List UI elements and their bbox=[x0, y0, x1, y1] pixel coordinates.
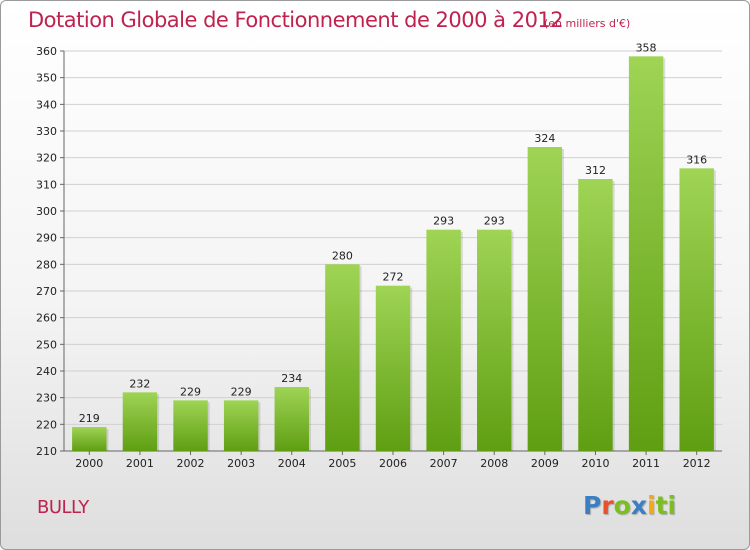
x-tick-label: 2011 bbox=[632, 457, 660, 470]
logo-letter: o bbox=[613, 491, 631, 520]
x-tick-label: 2007 bbox=[430, 457, 458, 470]
bar-value-label: 219 bbox=[79, 412, 100, 425]
bar bbox=[426, 229, 461, 451]
x-tick-label: 2000 bbox=[75, 457, 103, 470]
bar-value-label: 358 bbox=[636, 41, 657, 54]
y-tick-label: 220 bbox=[36, 418, 57, 431]
y-tick-label: 270 bbox=[36, 285, 57, 298]
chart-subtitle: (en milliers d'€) bbox=[544, 17, 631, 30]
bar bbox=[578, 179, 613, 451]
bar-value-label: 229 bbox=[180, 385, 201, 398]
bar-value-label: 293 bbox=[484, 215, 505, 228]
bar bbox=[477, 229, 512, 451]
x-tick-label: 2001 bbox=[126, 457, 154, 470]
bar bbox=[325, 264, 360, 451]
bar-value-label: 234 bbox=[281, 372, 302, 385]
y-tick-label: 290 bbox=[36, 232, 57, 245]
bar bbox=[173, 400, 208, 451]
bar bbox=[223, 400, 259, 451]
y-tick-label: 210 bbox=[36, 445, 57, 458]
y-tick-label: 240 bbox=[36, 365, 57, 378]
bar bbox=[527, 147, 563, 451]
logo-letter: P bbox=[583, 491, 602, 520]
x-tick-label: 2005 bbox=[328, 457, 356, 470]
bar-value-label: 316 bbox=[686, 153, 707, 166]
bar bbox=[72, 427, 107, 451]
chart-title: Dotation Globale de Fonctionnement de 20… bbox=[28, 8, 564, 32]
bar-value-label: 324 bbox=[534, 132, 555, 145]
y-tick-label: 320 bbox=[36, 152, 57, 165]
y-tick-label: 350 bbox=[36, 72, 57, 85]
y-tick-label: 300 bbox=[36, 205, 57, 218]
logo-letter: i bbox=[647, 491, 656, 520]
x-tick-label: 2009 bbox=[531, 457, 559, 470]
bar bbox=[628, 56, 664, 451]
y-tick-label: 280 bbox=[36, 258, 57, 271]
labels: 210 220 230 240 250 260 270 280 290 300 310 320 330 3… bbox=[36, 41, 711, 470]
bar bbox=[122, 392, 158, 451]
proxiti-logo: Proxiti bbox=[583, 491, 676, 520]
bar bbox=[274, 387, 309, 451]
logo-letter: r bbox=[601, 491, 614, 520]
y-tick-label: 310 bbox=[36, 178, 57, 191]
bar-value-label: 232 bbox=[129, 377, 150, 390]
y-tick-label: 330 bbox=[36, 125, 57, 138]
bar bbox=[679, 168, 714, 452]
x-tick-label: 2006 bbox=[379, 457, 407, 470]
y-tick-label: 250 bbox=[36, 338, 57, 351]
x-tick-label: 2003 bbox=[227, 457, 255, 470]
x-tick-label: 2002 bbox=[177, 457, 205, 470]
x-tick-label: 2012 bbox=[683, 457, 711, 470]
y-tick-label: 360 bbox=[36, 45, 57, 58]
commune-name: BULLY bbox=[37, 497, 89, 518]
bar-value-label: 272 bbox=[383, 271, 404, 284]
y-tick-label: 230 bbox=[36, 392, 57, 405]
bars bbox=[72, 56, 716, 452]
bar-value-label: 229 bbox=[231, 385, 252, 398]
bar-value-label: 293 bbox=[433, 215, 454, 228]
bar-value-label: 312 bbox=[585, 164, 606, 177]
x-tick-label: 2004 bbox=[278, 457, 306, 470]
y-tick-label: 340 bbox=[36, 98, 57, 111]
y-tick-label: 260 bbox=[36, 312, 57, 325]
x-tick-label: 2008 bbox=[480, 457, 508, 470]
logo-letter: x bbox=[630, 491, 647, 520]
bar bbox=[375, 285, 411, 451]
bar-value-label: 280 bbox=[332, 249, 353, 262]
logo-letter: ti bbox=[655, 491, 677, 520]
x-tick-label: 2010 bbox=[581, 457, 609, 470]
